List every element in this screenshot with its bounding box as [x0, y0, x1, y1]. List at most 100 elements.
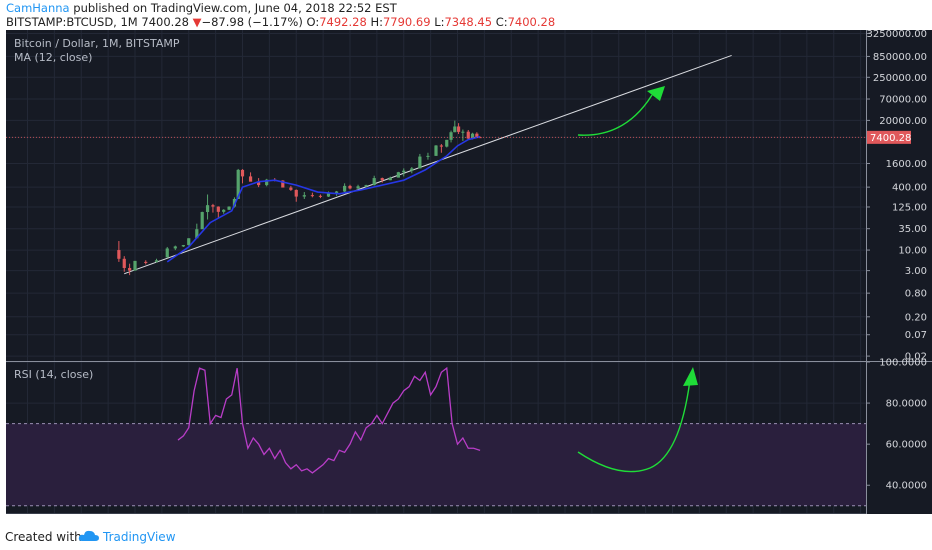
rsi-arrow-head-icon	[683, 367, 698, 386]
ma-legend[interactable]: MA (12, close)	[14, 51, 93, 64]
candle-body	[310, 195, 314, 197]
price-axis-label: 0.20	[905, 312, 927, 323]
candle-body	[240, 169, 245, 177]
rsi-arrow-curve	[577, 379, 691, 473]
candle-body	[356, 186, 360, 189]
candle-body	[418, 156, 422, 169]
candle-body	[154, 260, 159, 262]
low-label: L:	[434, 15, 445, 29]
rsi-axis-label: 60.0000	[886, 440, 927, 451]
candle-body	[289, 187, 293, 190]
candle-body	[439, 145, 443, 147]
candle-body	[265, 179, 269, 186]
candle-body	[133, 260, 137, 271]
ohlc-line: BITSTAMP:BTCUSD, 1M 7400.28 ▼−87.98 (−1.…	[6, 15, 555, 29]
candle-body	[396, 172, 400, 178]
price-axis-label: 1600.00	[886, 159, 927, 170]
candle-body	[200, 212, 204, 230]
trend-line	[124, 54, 732, 275]
published-info: published on TradingView.com, June 04, 2…	[73, 1, 397, 15]
candle-body	[434, 145, 438, 156]
price-axis-label: 400.00	[892, 183, 927, 194]
down-triangle-icon: ▼	[192, 15, 202, 29]
candle-body	[426, 155, 430, 157]
candle-body	[144, 261, 148, 263]
price-axis-label: 10.00	[898, 246, 927, 257]
candle-body	[302, 195, 306, 197]
candle-body	[343, 185, 347, 192]
created-with-label: Created with	[5, 530, 82, 544]
high-label: H:	[370, 15, 383, 29]
candle-body	[294, 189, 298, 197]
price-axis-label: 850000.00	[873, 52, 927, 63]
symbol-label: BITSTAMP:BTCUSD, 1M	[6, 15, 138, 29]
price-axis-label: 70000.00	[879, 95, 927, 106]
rsi-line	[177, 366, 481, 474]
candle-body	[173, 246, 177, 249]
candle-body	[227, 206, 231, 210]
tradingview-cloud-icon	[78, 530, 99, 541]
publish-line: CamHanna published on TradingView.com, J…	[6, 1, 397, 15]
candle-body	[211, 205, 215, 207]
open-label: O:	[306, 15, 320, 29]
upside-arrow-curve	[577, 94, 653, 136]
price-axis-label: 20000.00	[879, 116, 927, 127]
price-axis-label: 3250000.00	[867, 29, 927, 40]
high-value: 7790.69	[382, 15, 431, 29]
candle-body	[466, 131, 470, 139]
candle-body	[165, 248, 169, 258]
rsi-band	[6, 423, 866, 506]
candle-body	[326, 193, 331, 197]
price-change: −87.98 (−1.17%)	[201, 15, 303, 29]
candle-body	[248, 176, 253, 182]
candle-body	[122, 258, 126, 268]
candle-body	[318, 195, 323, 197]
candle-body	[181, 245, 185, 247]
rsi-legend[interactable]: RSI (14, close)	[14, 368, 94, 381]
candle-body	[222, 209, 226, 212]
candle-body	[372, 178, 376, 186]
price-axis-label: 125.00	[892, 202, 927, 213]
low-value: 7348.45	[444, 15, 493, 29]
candle-body	[195, 229, 199, 239]
candle-body	[380, 178, 384, 181]
candle-body	[470, 133, 475, 139]
candle-body	[216, 206, 220, 212]
footer: Created with TradingView	[0, 514, 932, 550]
candle-body	[449, 132, 453, 140]
open-value: 7492.28	[319, 15, 367, 29]
price-axis-label: 3.00	[905, 266, 927, 277]
price-pane-title: Bitcoin / Dollar, 1M, BITSTAMP	[14, 37, 180, 50]
candle-body	[475, 133, 479, 138]
candle-body	[236, 169, 240, 199]
rsi-axis-label: 40.0000	[886, 481, 927, 492]
candle-body	[461, 131, 465, 133]
upside-arrow-head-icon	[647, 86, 665, 101]
price-axis-label: 0.07	[905, 330, 927, 341]
last-price-tag	[867, 130, 911, 144]
candle-body	[117, 250, 121, 259]
author-link[interactable]: CamHanna	[6, 1, 70, 15]
price-axis-label: 0.80	[905, 289, 927, 300]
candle-body	[257, 181, 261, 186]
candle-body	[232, 198, 237, 207]
price-axis-label: 250000.00	[873, 73, 927, 84]
candle-body	[410, 168, 414, 171]
candle-body	[128, 267, 132, 271]
price-axis-column[interactable]	[866, 30, 932, 514]
candle-body	[334, 191, 339, 194]
close-value: 7400.28	[507, 15, 556, 29]
candle-body	[456, 126, 461, 132]
price-axis-label: 35.00	[898, 224, 927, 235]
price-axis-label: 0.02	[905, 352, 927, 363]
tradingview-brand-link[interactable]: TradingView	[103, 530, 176, 544]
last-price: 7400.28	[141, 15, 189, 29]
candle-body	[453, 126, 457, 133]
candle-body	[281, 180, 285, 188]
last-price-tag-label: 7400.28	[870, 133, 911, 144]
candle-body	[364, 185, 368, 187]
candle-body	[402, 170, 406, 173]
rsi-axis-label: 80.0000	[886, 399, 927, 410]
candle-body	[445, 139, 449, 147]
